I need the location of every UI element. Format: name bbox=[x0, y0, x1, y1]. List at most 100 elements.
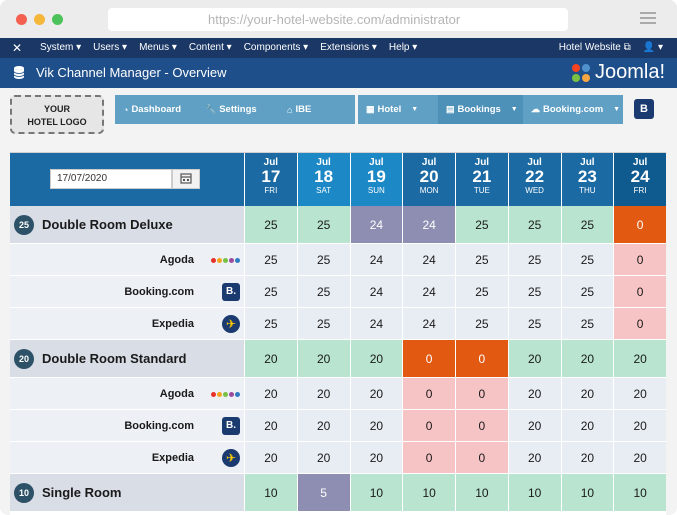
availability-cell[interactable]: 0 bbox=[613, 308, 666, 340]
availability-cell[interactable]: 20 bbox=[296, 340, 350, 378]
availability-cell[interactable]: 0 bbox=[455, 378, 508, 410]
day-header: Jul 22 WED bbox=[507, 153, 561, 206]
availability-cell[interactable]: 20 bbox=[560, 410, 614, 442]
availability-cell[interactable]: 10 bbox=[402, 474, 455, 512]
joomla-icon[interactable]: ✕ bbox=[12, 41, 23, 55]
admin-menu-item[interactable]: Menus ▾ bbox=[139, 42, 177, 53]
availability-cell[interactable]: 20 bbox=[613, 378, 666, 410]
hotel-dropdown[interactable]: ▦ Hotel ▼ bbox=[366, 104, 419, 115]
availability-cell[interactable]: 25 bbox=[507, 276, 561, 308]
availability-cell[interactable]: 20 bbox=[296, 442, 350, 474]
admin-menu-item[interactable]: System ▾ bbox=[40, 42, 82, 53]
availability-cell[interactable]: 20 bbox=[507, 442, 561, 474]
availability-cell[interactable]: 24 bbox=[402, 206, 455, 244]
tab-settings[interactable]: 🔧 Settings bbox=[205, 104, 257, 115]
availability-cell[interactable]: 0 bbox=[455, 340, 508, 378]
admin-menu-item[interactable]: Users ▾ bbox=[93, 42, 128, 53]
availability-cell[interactable]: 20 bbox=[244, 410, 297, 442]
availability-cell[interactable]: 25 bbox=[296, 276, 350, 308]
availability-cell[interactable]: 25 bbox=[244, 244, 297, 276]
availability-cell[interactable]: 20 bbox=[296, 378, 350, 410]
availability-cell[interactable]: 10 bbox=[507, 474, 561, 512]
admin-menu-item[interactable]: Content ▾ bbox=[188, 42, 232, 53]
admin-menu-item[interactable]: Components ▾ bbox=[243, 42, 309, 53]
availability-cell[interactable]: 20 bbox=[349, 340, 403, 378]
availability-cell[interactable]: 20 bbox=[507, 378, 561, 410]
availability-cell[interactable]: 25 bbox=[560, 244, 614, 276]
availability-cell[interactable]: 24 bbox=[402, 308, 455, 340]
availability-cell[interactable]: 20 bbox=[560, 378, 614, 410]
availability-cell[interactable]: 0 bbox=[455, 410, 508, 442]
availability-cell[interactable]: 20 bbox=[507, 340, 561, 378]
availability-cell[interactable]: 25 bbox=[560, 206, 614, 244]
maximize-window-button[interactable] bbox=[52, 14, 63, 25]
availability-cell[interactable]: 20 bbox=[560, 340, 614, 378]
availability-cell[interactable]: 24 bbox=[349, 244, 403, 276]
availability-cell[interactable]: 25 bbox=[560, 276, 614, 308]
booking-com-icon: B. bbox=[222, 283, 240, 301]
calendar-button[interactable] bbox=[172, 169, 200, 189]
channel-dropdown[interactable]: ☁ Booking.com ▼ bbox=[531, 104, 621, 115]
availability-cell[interactable]: 20 bbox=[244, 340, 297, 378]
availability-cell[interactable]: 0 bbox=[613, 244, 666, 276]
booking-channel-button[interactable]: B bbox=[634, 99, 654, 119]
availability-cell[interactable]: 20 bbox=[613, 340, 666, 378]
availability-cell[interactable]: 25 bbox=[244, 206, 297, 244]
availability-cell[interactable]: 25 bbox=[507, 206, 561, 244]
availability-cell[interactable]: 0 bbox=[613, 206, 666, 244]
availability-cell[interactable]: 0 bbox=[455, 442, 508, 474]
tab-dashboard[interactable]: ◔ Dashboard bbox=[123, 104, 182, 115]
availability-cell[interactable]: 0 bbox=[402, 410, 455, 442]
availability-cell[interactable]: 20 bbox=[349, 378, 403, 410]
availability-cell[interactable]: 25 bbox=[507, 244, 561, 276]
availability-cell[interactable]: 25 bbox=[296, 206, 350, 244]
availability-cell[interactable]: 20 bbox=[296, 410, 350, 442]
availability-cell[interactable]: 25 bbox=[244, 308, 297, 340]
availability-cell[interactable]: 20 bbox=[613, 410, 666, 442]
availability-cell[interactable]: 5 bbox=[296, 474, 350, 512]
availability-cell[interactable]: 10 bbox=[244, 474, 297, 512]
availability-cell[interactable]: 25 bbox=[455, 244, 508, 276]
menu-icon[interactable] bbox=[640, 12, 656, 24]
availability-cell[interactable]: 20 bbox=[244, 442, 297, 474]
availability-cell[interactable]: 24 bbox=[349, 206, 403, 244]
availability-cell[interactable]: 24 bbox=[402, 244, 455, 276]
availability-cell[interactable]: 10 bbox=[613, 474, 666, 512]
availability-cell[interactable]: 20 bbox=[560, 442, 614, 474]
hotel-logo-placeholder: YOUR HOTEL LOGO bbox=[10, 95, 104, 134]
availability-cell[interactable]: 25 bbox=[296, 244, 350, 276]
tab-ibe[interactable]: ⌂ IBE bbox=[287, 104, 312, 115]
availability-cell[interactable]: 25 bbox=[244, 276, 297, 308]
availability-cell[interactable]: 24 bbox=[349, 276, 403, 308]
user-menu[interactable]: 👤 ▾ bbox=[642, 42, 663, 53]
availability-cell[interactable]: 20 bbox=[244, 378, 297, 410]
availability-cell[interactable]: 20 bbox=[507, 410, 561, 442]
site-link[interactable]: Hotel Website ⧉ bbox=[558, 42, 631, 53]
minimize-window-button[interactable] bbox=[34, 14, 45, 25]
availability-cell[interactable]: 24 bbox=[349, 308, 403, 340]
address-bar[interactable]: https://your-hotel-website.com/administr… bbox=[108, 8, 568, 31]
availability-cell[interactable]: 24 bbox=[402, 276, 455, 308]
availability-cell[interactable]: 25 bbox=[296, 308, 350, 340]
availability-cell[interactable]: 25 bbox=[455, 276, 508, 308]
admin-menu-item[interactable]: Help ▾ bbox=[388, 42, 418, 53]
close-window-button[interactable] bbox=[16, 14, 27, 25]
availability-cell[interactable]: 25 bbox=[560, 308, 614, 340]
day-month: Jul bbox=[421, 157, 437, 168]
bookings-dropdown[interactable]: ▤ Bookings ▼ bbox=[438, 95, 523, 124]
availability-cell[interactable]: 0 bbox=[402, 378, 455, 410]
availability-cell[interactable]: 20 bbox=[349, 442, 403, 474]
availability-cell[interactable]: 25 bbox=[455, 206, 508, 244]
date-input[interactable]: 17/07/2020 bbox=[50, 169, 172, 189]
availability-cell[interactable]: 20 bbox=[349, 410, 403, 442]
availability-cell[interactable]: 0 bbox=[613, 276, 666, 308]
availability-cell[interactable]: 25 bbox=[507, 308, 561, 340]
availability-cell[interactable]: 10 bbox=[560, 474, 614, 512]
availability-cell[interactable]: 25 bbox=[455, 308, 508, 340]
availability-cell[interactable]: 0 bbox=[402, 340, 455, 378]
availability-cell[interactable]: 20 bbox=[613, 442, 666, 474]
availability-cell[interactable]: 0 bbox=[402, 442, 455, 474]
availability-cell[interactable]: 10 bbox=[455, 474, 508, 512]
admin-menu-item[interactable]: Extensions ▾ bbox=[320, 42, 377, 53]
availability-cell[interactable]: 10 bbox=[349, 474, 403, 512]
